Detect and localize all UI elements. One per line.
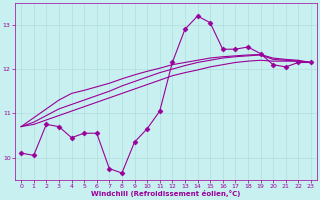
X-axis label: Windchill (Refroidissement éolien,°C): Windchill (Refroidissement éolien,°C): [91, 190, 241, 197]
